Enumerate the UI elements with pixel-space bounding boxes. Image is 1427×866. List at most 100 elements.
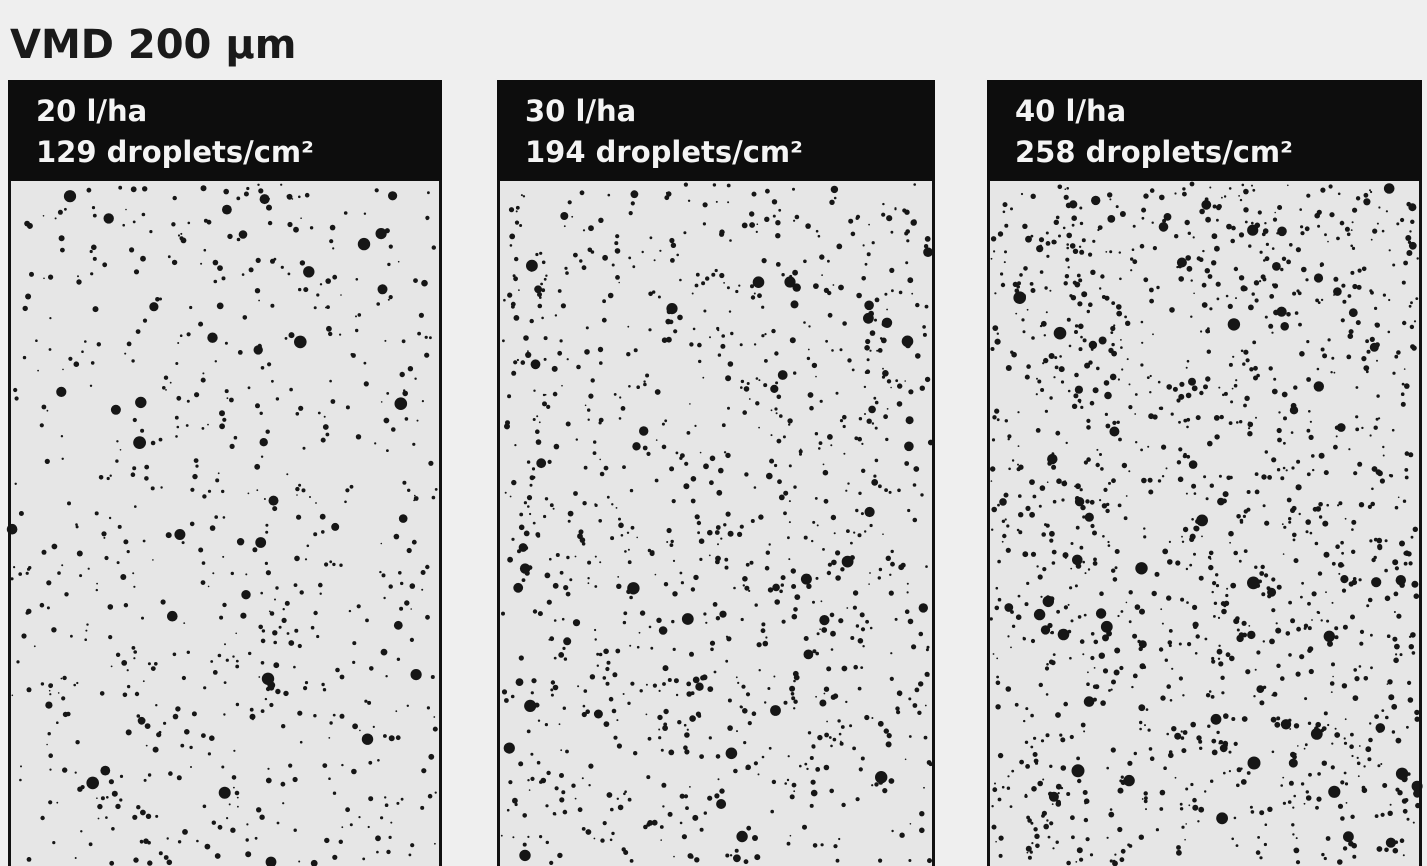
droplet	[1404, 368, 1406, 370]
droplet	[1195, 519, 1200, 524]
droplet	[754, 854, 760, 860]
droplet	[587, 577, 589, 579]
droplet	[1052, 561, 1056, 565]
droplet	[1140, 363, 1143, 366]
droplet	[1409, 242, 1417, 250]
droplet	[1121, 849, 1126, 854]
droplet	[587, 561, 591, 565]
droplet	[1099, 591, 1104, 596]
droplet	[1401, 402, 1406, 407]
droplet	[1017, 464, 1019, 466]
droplet	[1265, 823, 1268, 826]
droplet	[1229, 187, 1232, 190]
droplet	[1084, 818, 1088, 822]
droplet	[384, 340, 386, 342]
droplet	[166, 532, 172, 538]
droplet	[1071, 295, 1076, 300]
droplet	[367, 701, 371, 705]
droplet	[1353, 695, 1359, 701]
droplet	[864, 301, 874, 311]
droplet	[819, 628, 821, 630]
droplet	[659, 690, 661, 692]
droplet	[182, 541, 185, 544]
droplet	[634, 348, 638, 352]
droplet	[1199, 209, 1205, 215]
droplet	[622, 847, 626, 851]
droplet	[1064, 281, 1068, 285]
droplet	[181, 238, 187, 244]
droplet	[1094, 667, 1096, 669]
droplet	[1334, 626, 1338, 630]
droplet	[1190, 316, 1192, 318]
droplet	[511, 480, 516, 485]
droplet	[637, 646, 640, 649]
droplet	[1350, 245, 1353, 248]
droplet	[707, 686, 713, 692]
droplet	[1322, 353, 1327, 358]
droplet	[599, 361, 603, 365]
droplet	[1046, 232, 1049, 235]
droplet	[1219, 475, 1222, 478]
droplet	[990, 617, 993, 620]
droplet	[329, 721, 332, 724]
droplet	[172, 260, 177, 265]
droplet	[1340, 816, 1345, 821]
droplet	[687, 431, 691, 435]
droplet	[807, 574, 809, 576]
droplet	[389, 295, 393, 299]
droplet	[1350, 815, 1354, 819]
spray-card: 20 l/ha129 droplets/cm²	[7, 80, 442, 866]
droplet	[703, 310, 706, 313]
droplet	[778, 370, 788, 380]
droplet	[1111, 301, 1115, 305]
droplet	[779, 590, 783, 594]
droplet	[1041, 625, 1050, 634]
droplet	[1237, 629, 1240, 632]
droplet	[1152, 591, 1157, 596]
droplet	[173, 196, 177, 200]
droplet	[1304, 697, 1307, 700]
droplet	[836, 859, 840, 863]
droplet	[828, 313, 833, 318]
droplet	[294, 629, 298, 633]
droplet	[997, 418, 1000, 421]
droplet	[1322, 761, 1327, 766]
droplet	[1409, 230, 1411, 232]
droplet	[168, 255, 171, 258]
droplet	[886, 741, 892, 747]
droplet	[563, 637, 571, 645]
droplet	[254, 464, 260, 470]
droplet	[1070, 735, 1074, 739]
droplet	[1312, 469, 1314, 471]
droplet	[344, 501, 347, 504]
droplet	[246, 838, 249, 841]
droplet	[1354, 676, 1359, 681]
droplet	[1371, 577, 1381, 587]
droplet	[1272, 247, 1275, 250]
droplet	[1149, 299, 1154, 304]
droplet	[761, 622, 765, 626]
droplet	[902, 336, 914, 348]
droplet	[376, 228, 387, 239]
droplet	[1364, 676, 1369, 681]
droplet	[1286, 631, 1291, 636]
droplet	[373, 726, 375, 728]
droplet	[1388, 694, 1394, 700]
droplet	[1370, 343, 1379, 352]
droplet	[1307, 472, 1311, 476]
droplet	[628, 798, 632, 802]
droplet	[824, 499, 829, 504]
droplet	[1243, 350, 1248, 355]
droplet	[718, 468, 724, 474]
droplet	[1031, 336, 1035, 340]
droplet	[858, 492, 861, 495]
droplet	[1044, 334, 1046, 336]
droplet	[153, 747, 159, 753]
droplet	[845, 701, 847, 703]
droplet	[226, 817, 228, 819]
droplet	[1218, 742, 1220, 744]
droplet	[404, 600, 409, 605]
droplet	[213, 260, 219, 266]
droplet	[1071, 619, 1074, 622]
droplet	[184, 729, 190, 735]
